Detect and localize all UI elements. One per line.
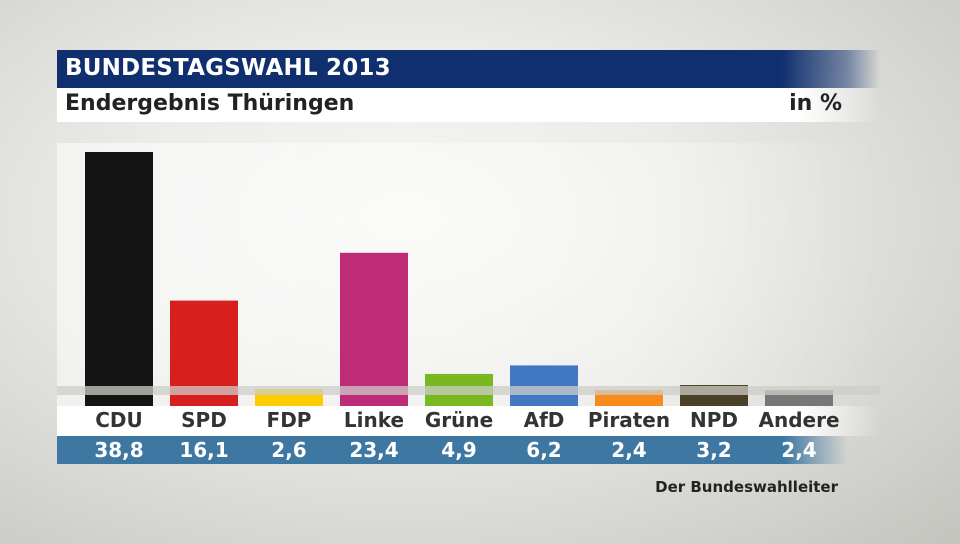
- chart-title: BUNDESTAGSWAHL 2013: [65, 55, 391, 81]
- source-label: Der Bundeswahlleiter: [655, 478, 838, 496]
- chart-subtitle: Endergebnis Thüringen: [65, 91, 355, 116]
- value-label: 4,9: [441, 438, 477, 462]
- bar-linke: [340, 252, 408, 406]
- baseline-band: [57, 386, 880, 395]
- category-label: Grüne: [424, 408, 494, 432]
- category-labels-row: CDU SPD FDP Linke Grüne AfD Piraten NPD Andere: [57, 406, 880, 436]
- category-label: FDP: [266, 408, 312, 432]
- value-label: 6,2: [526, 438, 562, 462]
- value-label: 2,4: [611, 438, 647, 462]
- value-label: 2,6: [271, 438, 307, 462]
- value-label: 23,4: [349, 438, 399, 462]
- subheader-bar: Endergebnis Thüringen in %: [57, 88, 880, 122]
- category-label: NPD: [690, 408, 738, 432]
- bar-afd: [510, 365, 578, 406]
- value-label: 38,8: [94, 438, 144, 462]
- header-bar: BUNDESTAGSWAHL 2013: [57, 50, 880, 88]
- category-label: AfD: [523, 408, 565, 432]
- category-label: Piraten: [587, 408, 671, 432]
- category-label: CDU: [95, 408, 143, 432]
- category-label: Andere: [758, 408, 840, 432]
- unit-label: in %: [789, 91, 842, 116]
- bar-cdu: [85, 152, 153, 406]
- value-label: 2,4: [781, 438, 817, 462]
- category-label: Linke: [343, 408, 405, 432]
- value-labels-row: 38,8 16,1 2,6 23,4 4,9 6,2 2,4 3,2 2,4: [57, 436, 847, 464]
- value-label: 3,2: [696, 438, 732, 462]
- category-label: SPD: [181, 408, 227, 432]
- plot-area: [57, 143, 880, 406]
- bar-chart: [57, 152, 880, 406]
- value-label: 16,1: [179, 438, 229, 462]
